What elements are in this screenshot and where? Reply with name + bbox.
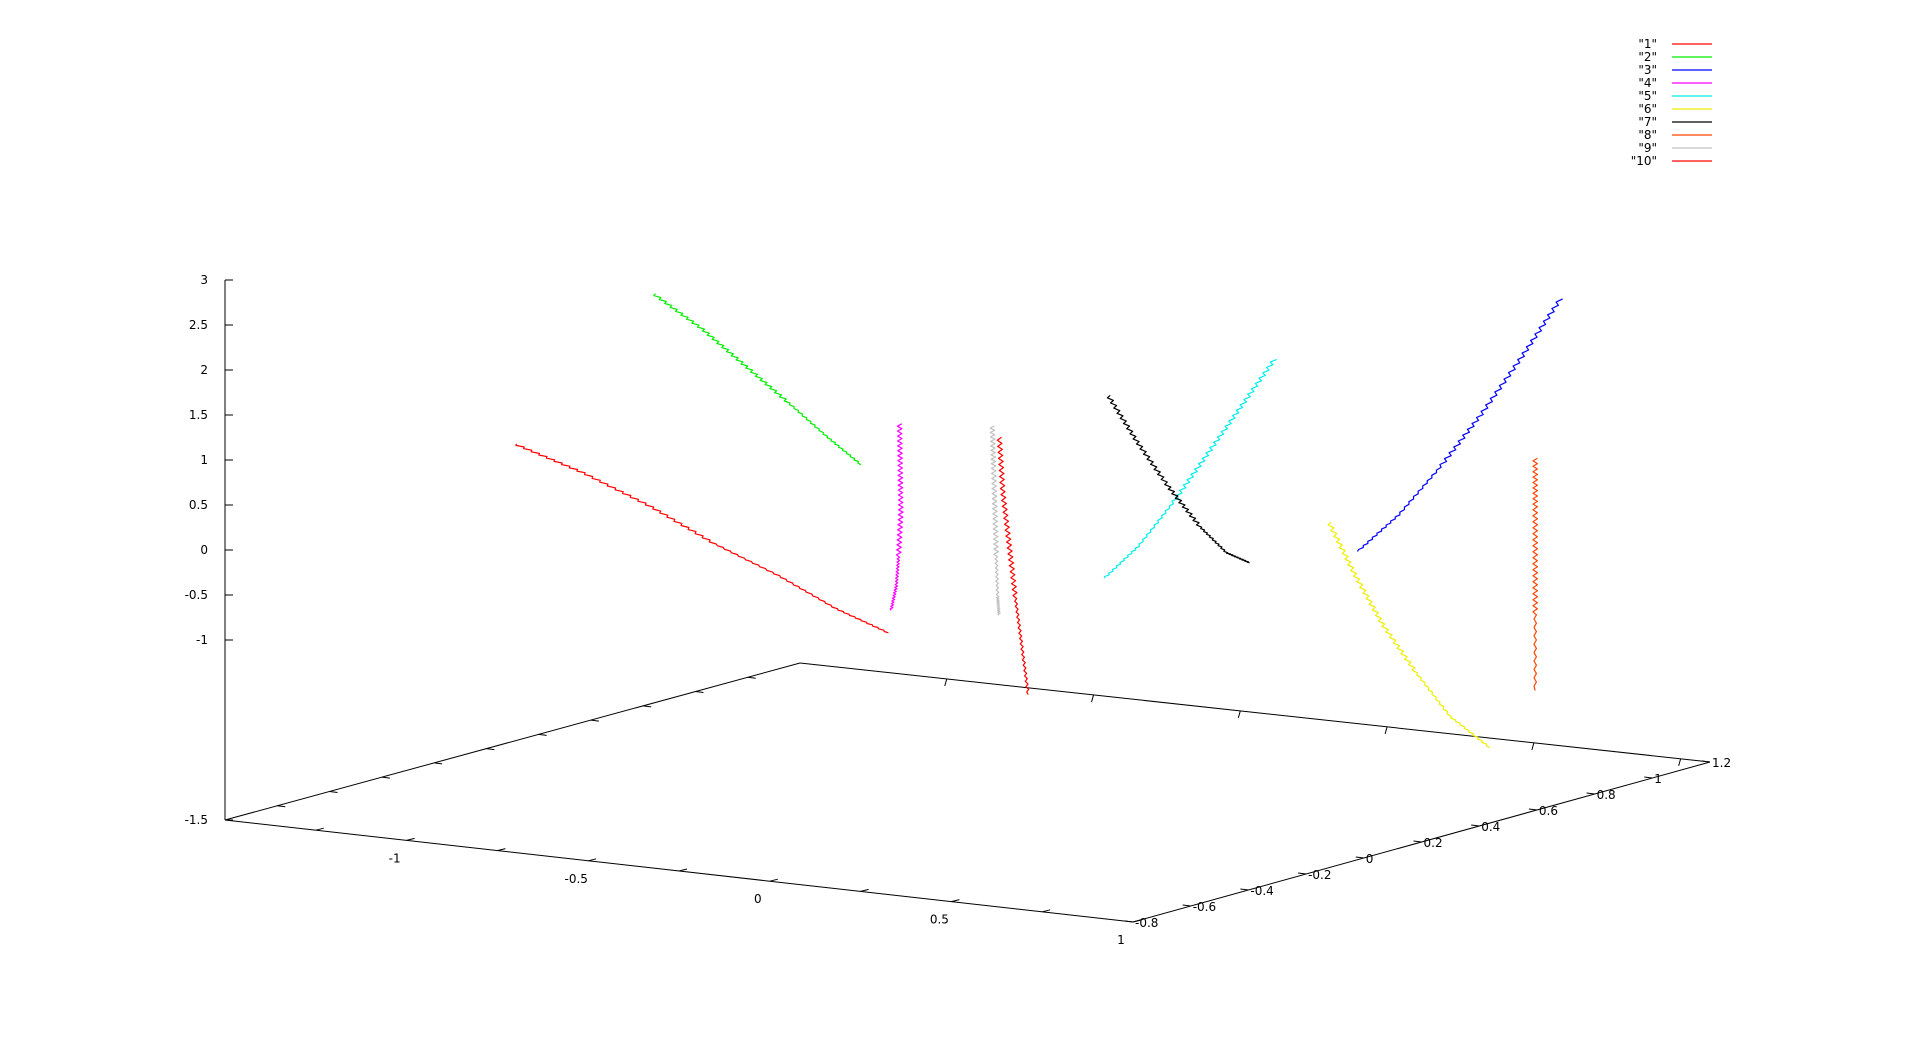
series-curve-8	[1532, 457, 1539, 691]
base-back-left-edge	[224, 662, 801, 821]
x-tick-mark	[406, 837, 415, 841]
series-curves	[515, 293, 1563, 749]
z-tick-label: 1.5	[189, 408, 208, 422]
x-tick-mark	[951, 899, 960, 903]
z-tick-label: 2	[200, 363, 208, 377]
x-axis-ticks: -1 -0.5 0 0.5 1	[315, 827, 1142, 947]
back-left-tick	[590, 719, 599, 722]
back-left-tick	[695, 691, 704, 694]
legend-label: "5"	[1638, 89, 1657, 103]
back-right-tick	[1531, 742, 1535, 750]
y-tick-label: 0.2	[1424, 836, 1443, 850]
x-minor-tick	[860, 888, 869, 892]
back-right-tick	[944, 678, 948, 687]
back-left-tick	[277, 805, 286, 808]
series-curve-7	[1106, 394, 1250, 564]
y-tick-mark	[1644, 776, 1653, 779]
x-minor-tick	[678, 868, 688, 872]
series-curve-10	[996, 436, 1030, 695]
x-tick-mark	[1132, 919, 1142, 923]
y-tick-mark	[1471, 824, 1480, 827]
y-tick-label: 0	[1366, 852, 1374, 866]
z-axis-ticks: 3 2.5 2 1.5 1 0.5 0 -0.5 -1 -1.5	[185, 273, 233, 827]
y-tick-label: 0.8	[1597, 788, 1616, 802]
y-tick-mark	[1182, 904, 1191, 907]
x-minor-tick	[315, 827, 324, 831]
legend: "1""2""3""4""5""6""7""8""9""10"	[1631, 37, 1712, 168]
legend-label: "4"	[1638, 76, 1657, 90]
legend-label: "3"	[1638, 63, 1657, 77]
z-tick-label: -1.5	[185, 813, 208, 827]
x-tick-label: 0	[754, 892, 762, 906]
y-tick-mark	[1298, 872, 1307, 875]
legend-label: "6"	[1638, 102, 1657, 116]
y-tick-label: 0.6	[1539, 804, 1558, 818]
base-back-right-edge	[799, 662, 1711, 763]
z-tick-label: 0	[200, 543, 208, 557]
z-tick-label: 3	[200, 273, 208, 287]
z-tick-label: 0.5	[189, 498, 208, 512]
z-tick-label: 2.5	[189, 318, 208, 332]
y-tick-label: -0.8	[1135, 916, 1158, 930]
y-tick-mark	[1528, 808, 1537, 811]
x-tick-mark	[588, 858, 597, 862]
series-curve-9	[989, 425, 1001, 616]
back-left-tick	[486, 748, 495, 751]
series-curve-6	[1327, 521, 1491, 749]
series-curve-3	[1356, 298, 1563, 552]
y-tick-mark	[1413, 840, 1422, 843]
legend-label: "10"	[1631, 154, 1657, 168]
y-axis-ticks: -0.8 -0.6 -0.4 -0.2 0 0.2 0.4 0.6 0.8 1 1.2	[1124, 756, 1731, 930]
x-tick-label: -1	[389, 851, 401, 865]
legend-label: "2"	[1638, 50, 1657, 64]
x-tick-mark	[769, 878, 778, 882]
z-tick-label: -0.5	[185, 588, 208, 602]
legend-label: "7"	[1638, 115, 1657, 129]
y-tick-mark	[1586, 792, 1595, 795]
z-tick-label: 1	[200, 453, 208, 467]
y-tick-label: -0.2	[1308, 868, 1331, 882]
back-left-tick	[747, 676, 756, 679]
legend-label: "1"	[1638, 37, 1657, 51]
y-tick-label: 0.4	[1481, 820, 1500, 834]
x-tick-label: 0.5	[930, 913, 949, 927]
z-tick-label: -1	[196, 633, 208, 647]
legend-label: "8"	[1638, 128, 1657, 142]
y-tick-label: 1.2	[1712, 756, 1731, 770]
back-edge-ticks	[277, 676, 1682, 808]
series-curve-5	[1103, 358, 1277, 579]
back-left-tick	[538, 733, 547, 736]
y-tick-mark	[1701, 760, 1711, 763]
back-right-tick	[1678, 758, 1682, 766]
y-tick-label: -0.4	[1250, 884, 1273, 898]
x-minor-tick	[1042, 909, 1051, 913]
y-tick-mark	[1240, 888, 1249, 891]
series-curve-4	[889, 423, 904, 611]
x-minor-tick	[497, 848, 506, 852]
back-right-tick	[1384, 726, 1388, 735]
series-curve-2	[653, 293, 862, 466]
y-tick-mark	[1124, 920, 1134, 923]
y-tick-label: -0.6	[1193, 900, 1216, 914]
legend-label: "9"	[1638, 141, 1657, 155]
back-right-tick	[1237, 710, 1241, 719]
back-left-tick	[434, 762, 443, 765]
back-right-tick	[1091, 694, 1095, 703]
back-left-tick	[643, 705, 652, 708]
y-tick-mark	[1355, 856, 1364, 859]
x-tick-label: -0.5	[564, 872, 587, 886]
x-tick-label: 1	[1117, 933, 1125, 947]
y-tick-label: 1	[1654, 772, 1662, 786]
series-curve-1	[515, 443, 889, 634]
back-left-tick	[381, 776, 390, 779]
back-left-tick	[329, 790, 338, 793]
